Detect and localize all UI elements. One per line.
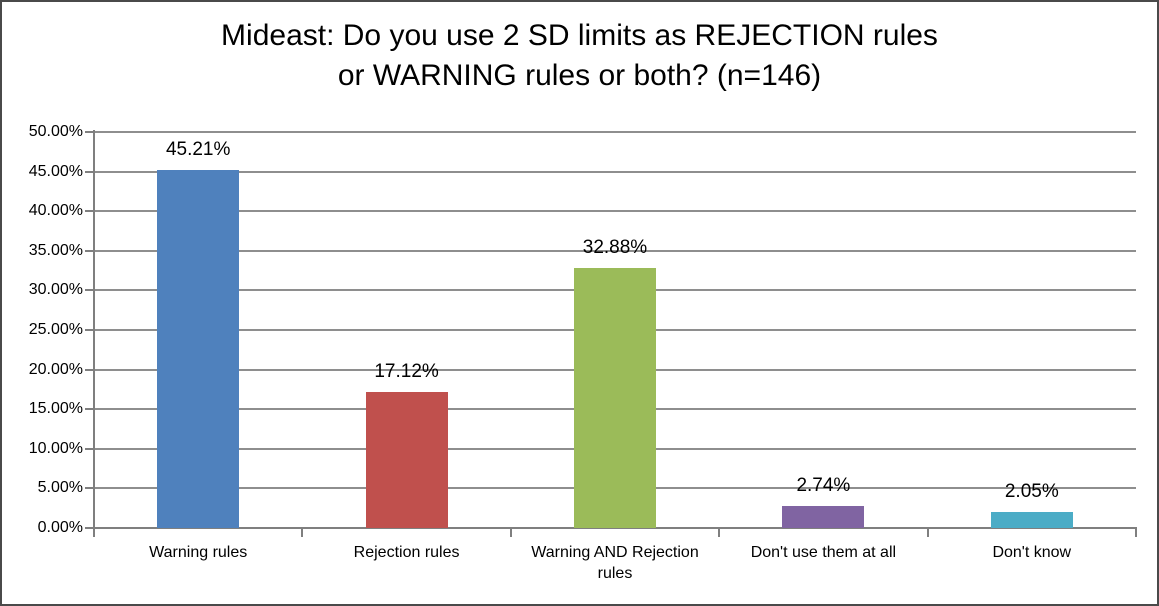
y-axis-label: 5.00% xyxy=(37,479,83,497)
chart-title-line2: or WARNING rules or both? (n=146) xyxy=(337,59,822,92)
x-axis-tick xyxy=(93,527,95,537)
y-axis-tick xyxy=(85,329,94,331)
data-label-don-t-know: 2.05% xyxy=(1004,480,1059,502)
y-axis-tick xyxy=(85,368,94,371)
data-label-rejection-rules: 17.12% xyxy=(374,361,439,383)
x-axis-tick xyxy=(301,527,304,537)
gridline-35.00% xyxy=(94,249,1136,252)
bar-don-t-know xyxy=(990,511,1073,528)
y-axis-tick xyxy=(85,487,94,490)
data-label-warning-rules: 45.21% xyxy=(165,138,231,160)
y-axis-label: 15.00% xyxy=(28,400,83,418)
category-label-rejection-rules: Rejection rules xyxy=(353,544,460,561)
y-axis-label: 40.00% xyxy=(28,202,83,220)
y-axis-label: 20.00% xyxy=(28,360,83,378)
y-axis-tick xyxy=(85,408,94,411)
y-axis-tick xyxy=(85,447,94,450)
x-axis-tick xyxy=(926,527,929,537)
data-label-don-t-use-them-at-all: 2.74% xyxy=(796,475,851,497)
y-axis-label: 30.00% xyxy=(28,281,83,299)
y-axis-label: 35.00% xyxy=(28,241,83,259)
y-axis-label: 10.00% xyxy=(28,439,83,457)
y-axis-label: 45.00% xyxy=(28,162,83,180)
y-axis-tick xyxy=(85,131,94,133)
gridline-45.00% xyxy=(94,170,1136,173)
category-label-don-t-use-them-at-all: Don't use them at all xyxy=(750,544,897,561)
y-axis-tick xyxy=(85,289,94,292)
y-axis-tick xyxy=(85,527,94,529)
category-label-warning-and-rejection-rules: Warning AND Rejection rules xyxy=(531,544,699,582)
data-label-warning-and-rejection-rules: 32.88% xyxy=(582,236,648,258)
gridline-50.00% xyxy=(94,131,1136,133)
chart-title-line1: Mideast: Do you use 2 SD limits as REJEC… xyxy=(221,19,938,52)
category-label-don-t-know: Don't know xyxy=(992,544,1072,561)
x-axis-tick xyxy=(1135,527,1137,537)
y-axis-tick xyxy=(85,249,94,252)
y-axis-tick xyxy=(85,170,94,173)
y-axis-line xyxy=(93,130,95,530)
bar-don-t-use-them-at-all xyxy=(782,506,865,528)
category-label-warning-rules: Warning rules xyxy=(149,544,248,561)
y-axis-label: 25.00% xyxy=(28,321,83,338)
x-axis-tick xyxy=(718,527,721,537)
bar-warning-rules xyxy=(157,169,240,528)
chart-title: Mideast: Do you use 2 SD limits as REJEC… xyxy=(2,16,1157,96)
gridline-40.00% xyxy=(94,210,1136,213)
y-axis-label: 0.00% xyxy=(37,519,83,536)
bar-rejection-rules xyxy=(365,392,448,528)
y-axis-tick xyxy=(85,210,94,213)
y-axis-label: 50.00% xyxy=(28,123,83,140)
x-axis-tick xyxy=(509,527,512,537)
bar-warning-and-rejection-rules xyxy=(574,267,656,528)
x-axis-line xyxy=(94,527,1136,529)
